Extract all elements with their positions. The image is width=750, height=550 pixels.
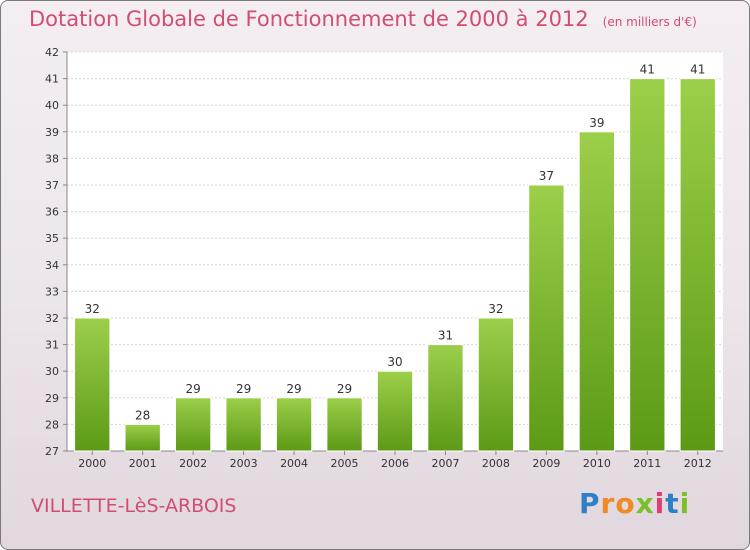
bar-value-label: 39 — [589, 116, 604, 130]
x-tick-label: 2005 — [331, 457, 359, 470]
y-tick-label: 29 — [45, 392, 59, 405]
x-tick-label: 2010 — [583, 457, 611, 470]
x-tick-label: 2001 — [129, 457, 157, 470]
bar — [427, 344, 464, 452]
x-tick-label: 2007 — [431, 457, 459, 470]
x-tick-label: 2009 — [532, 457, 560, 470]
logo-letter: P — [579, 487, 601, 520]
y-tick-label: 36 — [45, 206, 59, 219]
chart-title: Dotation Globale de Fonctionnement de 20… — [29, 7, 697, 31]
y-tick-label: 37 — [45, 179, 59, 192]
commune-name: VILLETTE-LèS-ARBOIS — [31, 495, 237, 517]
logo-letter: i — [679, 487, 691, 520]
bar — [528, 184, 565, 452]
bar — [326, 397, 363, 452]
bar-value-label: 29 — [186, 382, 201, 396]
y-tick-label: 41 — [45, 73, 59, 86]
y-tick-label: 42 — [45, 46, 59, 59]
bar-value-label: 29 — [337, 382, 352, 396]
bar — [124, 423, 161, 452]
bar — [376, 370, 414, 452]
chart-title-text: Dotation Globale de Fonctionnement de 20… — [29, 7, 589, 31]
chart-subtitle: (en milliers d'€) — [602, 15, 697, 29]
bar-value-label: 29 — [286, 382, 301, 396]
bar — [225, 397, 262, 452]
x-tick-label: 2012 — [684, 457, 712, 470]
x-tick-label: 2011 — [633, 457, 661, 470]
y-tick-label: 34 — [45, 259, 59, 272]
x-tick-label: 2006 — [381, 457, 409, 470]
logo-letter: x — [635, 487, 655, 520]
bar-value-label: 37 — [539, 169, 554, 183]
y-tick-label: 27 — [45, 445, 59, 458]
bar-value-label: 32 — [488, 302, 503, 316]
proxiti-logo: Proxiti — [579, 487, 690, 520]
bar — [679, 78, 716, 452]
bar-value-label: 30 — [387, 355, 402, 369]
bar — [275, 397, 313, 452]
bar-value-label: 41 — [640, 63, 655, 77]
y-tick-label: 38 — [45, 152, 59, 165]
y-tick-label: 28 — [45, 418, 59, 431]
bar-value-label: 32 — [85, 302, 100, 316]
x-tick-label: 2000 — [78, 457, 106, 470]
logo-letter: o — [615, 487, 636, 520]
y-tick-label: 39 — [45, 126, 59, 139]
x-tick-label: 2002 — [179, 457, 207, 470]
y-tick-label: 31 — [45, 339, 59, 352]
bar — [174, 397, 212, 452]
x-tick-label: 2008 — [482, 457, 510, 470]
bar-value-label: 28 — [135, 408, 150, 422]
y-tick-label: 30 — [45, 365, 59, 378]
bar — [578, 131, 616, 452]
bar-value-label: 29 — [236, 382, 251, 396]
y-tick-label: 32 — [45, 312, 59, 325]
y-tick-label: 35 — [45, 232, 59, 245]
bar-value-label: 31 — [438, 329, 453, 343]
bar-value-label: 41 — [690, 63, 705, 77]
bar — [477, 317, 515, 452]
bar — [74, 317, 111, 452]
logo-letter: i — [654, 487, 666, 520]
x-tick-label: 2003 — [230, 457, 258, 470]
x-tick-label: 2004 — [280, 457, 308, 470]
logo-letter: r — [600, 487, 616, 520]
y-tick-label: 40 — [45, 99, 59, 112]
y-tick-label: 33 — [45, 285, 59, 298]
logo-letter: t — [665, 487, 680, 520]
bar — [629, 78, 666, 452]
